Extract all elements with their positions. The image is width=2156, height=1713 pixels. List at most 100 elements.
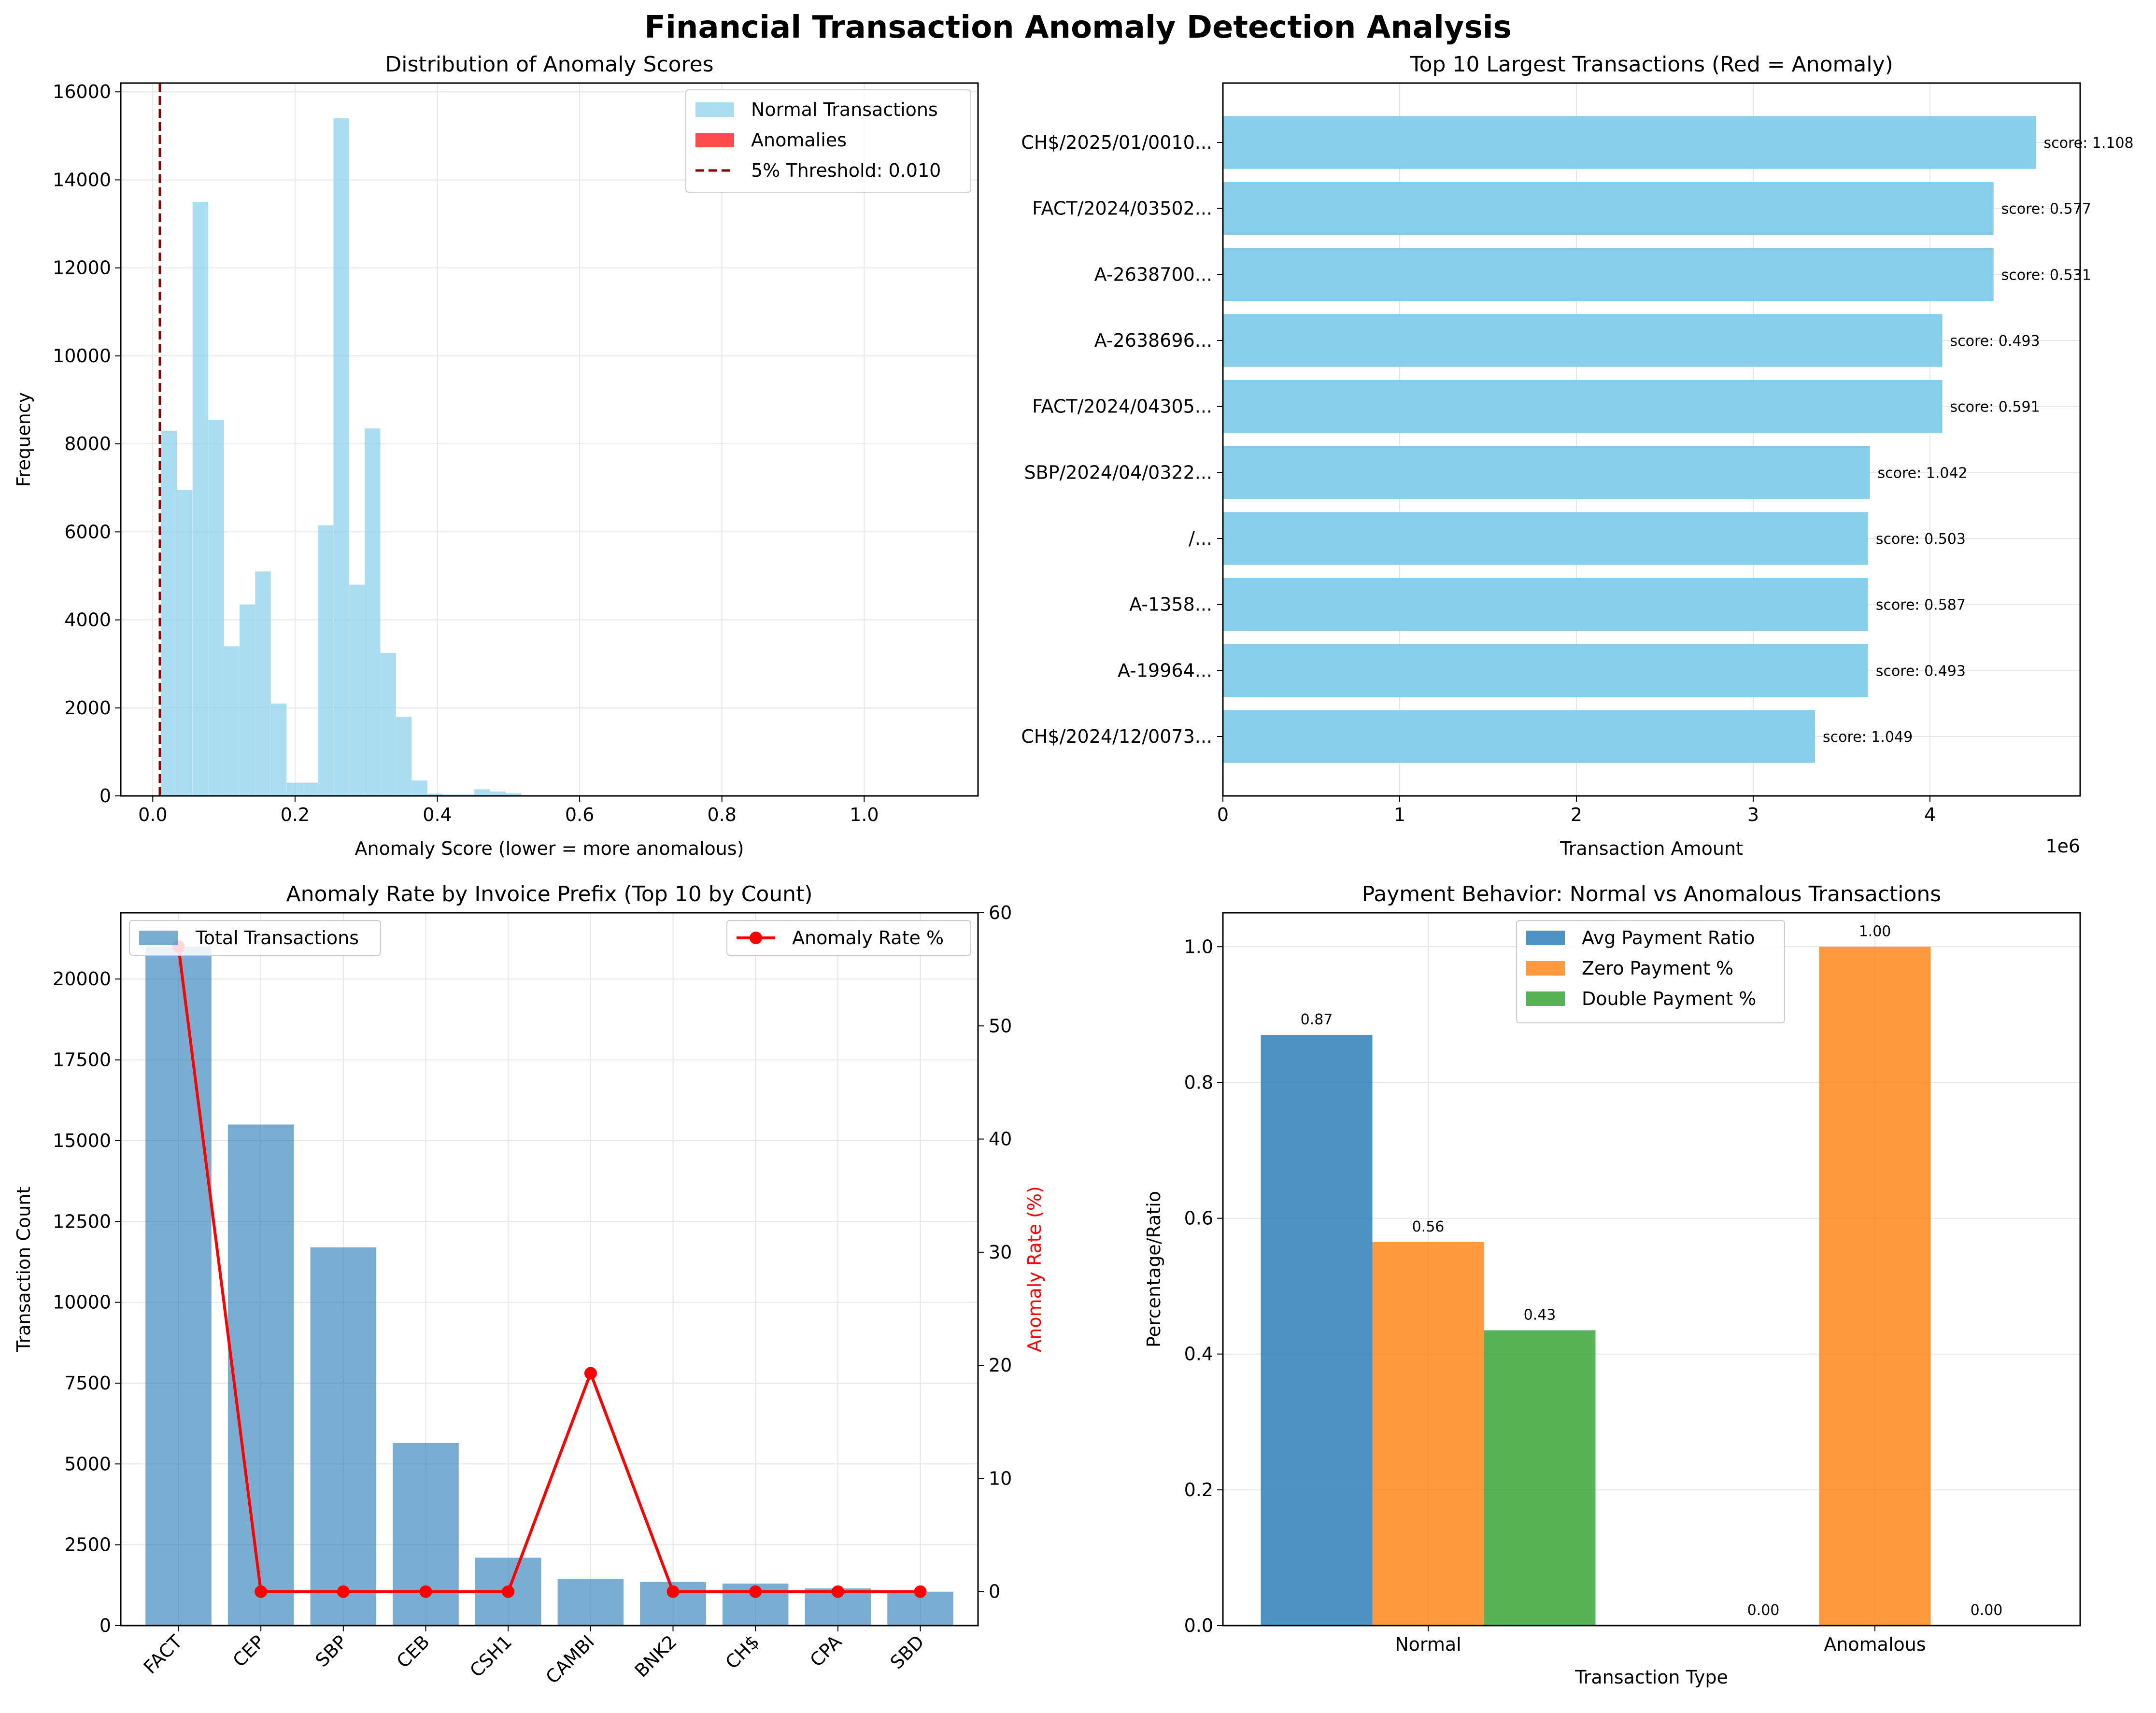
payment-bar: [1372, 1242, 1484, 1626]
payment-bar: [1261, 1035, 1373, 1626]
score-label: score: 0.531: [2001, 267, 2091, 283]
x-axis-label: Transaction Amount: [1560, 838, 1743, 859]
anomaly-rate-point: [831, 1585, 844, 1598]
histogram-bar: [302, 782, 318, 796]
count-bar: [145, 947, 212, 1626]
y-tick-label: SBP/2024/04/0322...: [1024, 462, 1212, 483]
value-label: 0.87: [1301, 1011, 1333, 1028]
transaction-bar: [1223, 314, 1943, 367]
histogram-bar: [255, 571, 271, 796]
y-tick-label: A-19964...: [1118, 660, 1212, 681]
score-label: score: 0.587: [1876, 597, 1966, 614]
transaction-bar: [1223, 446, 1870, 499]
y-tick-label: 7500: [64, 1373, 111, 1394]
y-axis-label: Transaction Count: [13, 1187, 34, 1352]
y-tick-label: 16000: [53, 81, 111, 102]
x-tick-label: CSH1: [466, 1631, 516, 1681]
payment-bar: [1484, 1330, 1596, 1626]
y2-tick-label: 20: [989, 1355, 1012, 1376]
legend-label: Anomalies: [751, 129, 847, 151]
transaction-bar: [1223, 644, 1868, 697]
histogram-bar: [474, 789, 490, 796]
count-bar: [227, 1124, 294, 1626]
score-label: score: 1.042: [1877, 465, 1967, 481]
x-tick-label: 1: [1394, 804, 1405, 825]
x-tick-label: CAMBI: [541, 1631, 598, 1688]
payment-behavior-chart: 0.0 0.2 0.4 0.6 0.8 1.0 0.87 0.00 0.56 1.00 0.43 0.…: [1143, 882, 2081, 1688]
histogram-bar: [365, 428, 381, 796]
histogram-bar: [177, 490, 193, 796]
y2-tick-label: 60: [989, 902, 1012, 923]
y-tick-label: 0: [99, 785, 111, 807]
y-tick-label: 12000: [53, 257, 111, 279]
y-tick-label: FACT/2024/03502...: [1032, 198, 1212, 219]
score-label: score: 1.049: [1823, 729, 1913, 746]
chart-title: Top 10 Largest Transactions (Red = Anoma…: [1409, 52, 1893, 77]
y-tick-label: 12500: [53, 1211, 111, 1232]
y-tick-label: 14000: [53, 169, 111, 190]
transaction-bar: [1223, 380, 1943, 433]
y-tick-label: 0.2: [1184, 1479, 1213, 1501]
x-tick-label: CPA: [806, 1631, 846, 1671]
anomaly-rate-point: [584, 1367, 597, 1380]
y-tick-label: 10000: [53, 1292, 111, 1313]
y-tick-label: 15000: [53, 1130, 111, 1151]
y-tick-label: 5000: [64, 1453, 111, 1474]
transaction-bar: [1223, 116, 2036, 169]
transaction-bar: [1223, 578, 1868, 631]
axes-frame: [120, 912, 979, 1627]
histogram-bar: [427, 793, 443, 796]
transaction-bar: [1223, 248, 1994, 301]
legend-swatch-anomaly: [695, 133, 734, 147]
y-tick-label: CH$/2024/12/0073...: [1021, 726, 1212, 747]
histogram-bar: [239, 604, 255, 796]
transaction-bar: [1223, 710, 1816, 763]
x-tick-label: SBP: [311, 1631, 351, 1671]
legend-box-left: [129, 920, 381, 956]
transaction-bar: [1223, 182, 1994, 235]
y2-axis-label: Anomaly Rate (%): [1024, 1186, 1045, 1352]
histogram-bar: [286, 782, 302, 796]
x-tick-label: 0: [1217, 804, 1229, 825]
y-tick-label: 2000: [64, 697, 111, 719]
histogram-bar: [333, 118, 349, 796]
anomaly-rate-line: [177, 946, 921, 1593]
axes-frame: [120, 82, 979, 797]
anomaly-rate-point: [502, 1585, 515, 1598]
value-label: 1.00: [1859, 923, 1891, 940]
y2-tick-label: 10: [989, 1468, 1012, 1489]
y-tick-label: 0.8: [1184, 1072, 1213, 1093]
anomaly-rate-point: [667, 1585, 680, 1598]
payment-bar: [1819, 947, 1931, 1626]
y-tick-label: 17500: [53, 1049, 111, 1071]
y2-tick-label: 40: [989, 1129, 1012, 1150]
x-tick-label: 0.0: [138, 804, 167, 825]
y-tick-label: 0.6: [1184, 1208, 1213, 1229]
legend-swatch: [1526, 991, 1565, 1006]
count-bar: [557, 1578, 624, 1626]
score-label: score: 0.591: [1950, 399, 2040, 416]
y-axis-label: Frequency: [13, 392, 34, 487]
x-tick-label: CEB: [393, 1631, 434, 1672]
y-tick-label: CH$/2025/01/0010...: [1021, 132, 1212, 153]
anomaly-score-histogram: 0.0 0.2 0.4 0.6 0.8 1.0 0 2000 4000 6000 8000 10000…: [13, 52, 979, 859]
legend-box-right: [726, 920, 971, 956]
value-label: 0.00: [1971, 1602, 2003, 1619]
y-tick-label: /...: [1189, 528, 1212, 549]
y2-tick-label: 30: [989, 1242, 1012, 1263]
x-tick-label: 0.4: [423, 804, 452, 825]
y-tick-label: 2500: [64, 1534, 111, 1556]
transaction-bar: [1223, 512, 1868, 565]
count-bar: [393, 1443, 459, 1626]
prefix-anomaly-rate-chart: 0 2500 5000 7500 10000 12500 15000 17500 20000 FA…: [13, 882, 1045, 1688]
x-tick-label: 4: [1924, 804, 1936, 825]
x-offset-label: 1e6: [2045, 835, 2080, 857]
y-tick-label: A-1358...: [1129, 594, 1212, 615]
histogram-bar: [349, 584, 365, 796]
x-tick-label: 2: [1571, 804, 1582, 825]
y-tick-label: A-2638700...: [1094, 264, 1212, 285]
y-tick-label: A-2638696...: [1094, 330, 1212, 351]
x-axis-label: Transaction Type: [1574, 1667, 1728, 1688]
x-axis-label: Anomaly Score (lower = more anomalous): [355, 838, 744, 859]
